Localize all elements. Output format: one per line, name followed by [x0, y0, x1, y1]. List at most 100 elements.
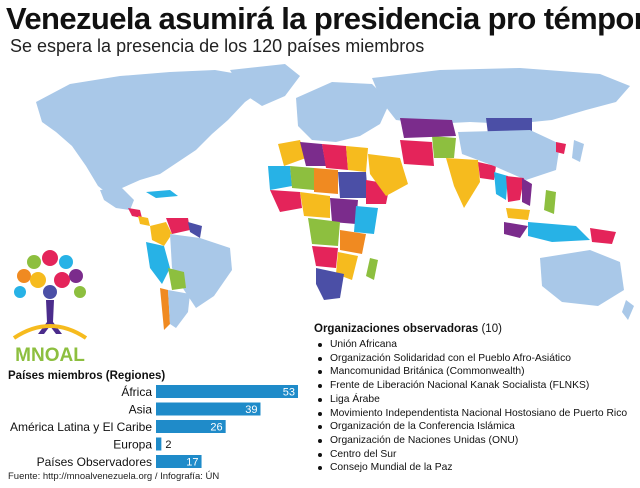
map-region-australia: [540, 250, 624, 306]
mnoal-logo: MNOAL: [12, 250, 88, 366]
map-region-central-america-2: [138, 216, 150, 226]
bar: [156, 385, 298, 398]
logo-arc: [12, 324, 88, 340]
map-region-indonesia-2: [528, 222, 590, 242]
logo-tree-trunk: [38, 300, 62, 334]
map-region-west-africa: [270, 190, 302, 212]
map-region-mexico: [100, 188, 134, 210]
world-map: [36, 64, 634, 330]
page-subtitle: Se espera la presencia de los 120 países…: [10, 36, 425, 56]
list-item: Organización de Naciones Unidas (ONU): [314, 434, 638, 448]
map-region-venezuela: [166, 218, 190, 234]
map-region-myanmar: [494, 172, 508, 200]
map-region-central-america-1: [128, 208, 142, 218]
map-region-india: [446, 158, 480, 208]
map-region-brazil: [170, 234, 232, 308]
observer-organizations: Organizaciones observadoras (10) Unión A…: [314, 323, 638, 475]
map-region-sahel-3: [314, 168, 338, 194]
member-bar-chart: África 53 Asia 39 América Latina y El Caribe…: [10, 384, 298, 469]
map-region-sudan: [338, 172, 368, 198]
map-region-ecuador-peru: [146, 242, 170, 284]
list-item: Liga Árabe: [314, 393, 638, 407]
map-region-libya: [322, 144, 348, 170]
bar: [156, 437, 162, 451]
map-region-central-africa-2: [330, 198, 358, 224]
bar-value-label: 2: [165, 439, 171, 451]
map-region-chile: [160, 288, 170, 330]
map-region-russia: [372, 68, 630, 124]
bar-category-label: África: [121, 384, 152, 399]
observers-count: (10): [481, 323, 502, 335]
bar-category-label: Europa: [113, 438, 152, 452]
map-region-north-america: [36, 70, 262, 194]
logo-leaf: [69, 269, 83, 283]
map-region-vietnam: [522, 178, 532, 206]
map-region-maghreb-2: [300, 142, 326, 166]
map-region-nepal-bangladesh: [478, 162, 496, 180]
list-item: Centro del Sur: [314, 448, 638, 462]
map-region-central-asia: [400, 118, 456, 138]
list-item: Frente de Liberación Nacional Kanak Soci…: [314, 379, 638, 393]
logo-text: MNOAL: [15, 345, 85, 366]
map-region-greenland: [230, 64, 300, 106]
bar-value-label: 17: [186, 457, 198, 469]
bar-chart-title: Países miembros (Regiones): [8, 370, 166, 382]
map-region-iran: [400, 140, 434, 166]
map-region-arabia: [368, 154, 408, 196]
map-region-sahel-2: [290, 166, 314, 190]
map-region-egypt: [346, 146, 368, 172]
bar: [156, 402, 261, 416]
map-region-caribbean: [146, 190, 178, 198]
map-region-mongolia: [486, 118, 532, 134]
map-region-east-africa: [354, 206, 378, 234]
logo-leaf: [30, 272, 46, 288]
map-region-colombia: [150, 222, 172, 246]
map-region-indonesia-1: [504, 222, 528, 238]
list-item: Organización de la Conferencia Islámica: [314, 420, 638, 434]
map-region-argentina: [168, 290, 190, 328]
map-region-bolivia: [168, 268, 186, 290]
map-region-southern-africa: [316, 268, 344, 300]
map-region-guianas: [188, 222, 202, 238]
bar-category-label: América Latina y El Caribe: [10, 420, 152, 434]
bar: [156, 420, 226, 433]
source-credit: Fuente: http://mnoalvenezuela.org / Info…: [8, 471, 220, 482]
list-item: Movimiento Independentista Nacional Host…: [314, 407, 638, 421]
logo-leaf: [54, 272, 70, 288]
map-region-congo: [308, 218, 340, 246]
bar-category-label: Asia: [129, 403, 153, 417]
map-region-central-africa-1: [300, 192, 330, 218]
map-region-new-zealand: [622, 300, 634, 320]
map-region-maghreb-1: [278, 140, 306, 166]
logo-leaf: [59, 255, 73, 269]
logo-leaf: [27, 255, 41, 269]
logo-leaf: [17, 269, 31, 283]
map-region-philippines: [544, 190, 556, 214]
bar-value-label: 53: [283, 387, 295, 399]
map-region-tanzania: [340, 230, 366, 254]
map-region-madagascar: [366, 258, 378, 280]
map-region-afghanistan: [432, 136, 456, 158]
list-item: Organización Solidaridad con el Pueblo A…: [314, 352, 638, 366]
map-region-mozambique: [336, 252, 358, 280]
observers-heading: Organizaciones observadoras: [314, 323, 479, 335]
map-region-malaysia: [506, 208, 530, 220]
map-region-angola: [312, 246, 338, 268]
bar: [156, 455, 202, 468]
logo-leaf: [74, 286, 86, 298]
map-region-png: [590, 228, 616, 244]
map-region-europe: [296, 82, 390, 142]
list-item: Consejo Mundial de la Paz: [314, 461, 638, 475]
map-region-north-korea: [556, 142, 566, 154]
list-item: Mancomunidad Británica (Commonwealth): [314, 365, 638, 379]
page-title: Venezuela asumirá la presidencia pro tém…: [6, 1, 640, 36]
bar-value-label: 39: [245, 404, 257, 416]
logo-leaf: [14, 286, 26, 298]
logo-leaf: [43, 285, 57, 299]
logo-leaf: [42, 250, 58, 266]
list-item: Unión Africana: [314, 338, 638, 352]
bar-category-label: Países Observadores: [37, 455, 152, 469]
observers-list: Unión Africana Organización Solidaridad …: [314, 338, 638, 475]
map-region-japan: [572, 140, 584, 162]
map-region-china: [458, 130, 560, 180]
